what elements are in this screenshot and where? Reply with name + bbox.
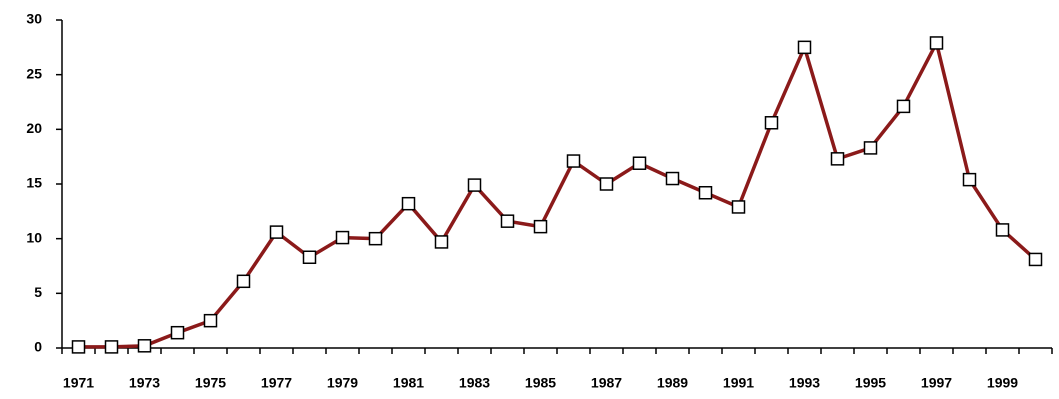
y-tick-label: 30 <box>26 11 42 27</box>
x-tick-label: 1999 <box>987 375 1018 391</box>
marker <box>632 156 647 170</box>
x-tick-label: 1971 <box>63 375 94 391</box>
marker <box>929 36 944 50</box>
marker <box>830 152 845 166</box>
x-tick-label: 1983 <box>459 375 490 391</box>
y-tick-label: 10 <box>26 229 42 245</box>
x-tick-label: 1993 <box>789 375 820 391</box>
marker <box>170 325 185 340</box>
marker <box>236 274 251 289</box>
series-line <box>78 41 1037 349</box>
x-tick-label: 1989 <box>657 375 688 391</box>
marker <box>566 154 581 168</box>
marker <box>533 219 548 234</box>
marker <box>401 196 416 211</box>
marker <box>434 235 449 249</box>
marker <box>698 185 713 200</box>
marker <box>269 225 284 239</box>
marker <box>599 177 614 191</box>
x-tick-label: 1977 <box>261 375 292 391</box>
marker <box>797 40 812 55</box>
x-tick-label: 1991 <box>723 375 754 391</box>
marker <box>71 340 86 354</box>
y-tick-label: 15 <box>26 175 42 191</box>
marker <box>335 230 350 245</box>
marker <box>368 231 383 246</box>
marker <box>137 339 152 353</box>
marker <box>764 116 779 130</box>
marker <box>863 141 878 155</box>
marker <box>962 172 977 187</box>
x-tick-label: 1987 <box>591 375 622 391</box>
x-tick-label: 1979 <box>327 375 358 391</box>
marker <box>731 200 746 214</box>
x-tick-label: 1975 <box>195 375 226 391</box>
marker <box>104 340 119 354</box>
x-tick-label: 1995 <box>855 375 886 391</box>
marker <box>665 171 680 186</box>
x-tick-label: 1985 <box>525 375 556 391</box>
y-tick-label: 0 <box>34 339 42 355</box>
marker <box>203 313 218 328</box>
marker <box>302 250 317 265</box>
x-tick-label: 1973 <box>129 375 160 391</box>
y-tick-label: 20 <box>26 120 42 136</box>
marker <box>995 223 1010 237</box>
x-tick-label: 1997 <box>921 375 952 391</box>
marker <box>896 99 911 114</box>
marker <box>467 178 482 192</box>
y-tick-label: 5 <box>34 284 42 300</box>
y-tick-label: 25 <box>26 65 42 81</box>
marker <box>500 214 515 228</box>
x-tick-label: 1981 <box>393 375 424 391</box>
marker <box>1028 252 1043 267</box>
